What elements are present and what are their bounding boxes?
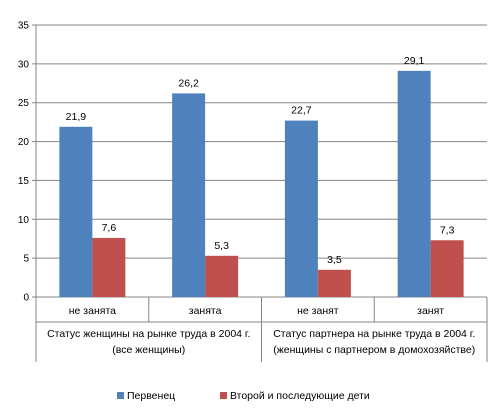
data-label: 7,6 [102, 222, 117, 234]
y-tick-label: 25 [18, 98, 30, 109]
y-tick-label: 20 [18, 137, 30, 148]
bar-subsequent-children [205, 255, 239, 297]
bar-first-child [397, 70, 431, 297]
bar-first-child [172, 93, 206, 297]
bar-first-child [59, 126, 93, 297]
group-label: (все женщины) [112, 344, 185, 356]
group-label: (женщины с партнером в домохозяйстве) [273, 344, 475, 356]
group-label: Статус женщины на рынке труда в 2004 г. [47, 328, 250, 340]
data-label: 26,2 [178, 77, 199, 89]
bar-first-child [284, 120, 318, 298]
bar-subsequent-children [430, 240, 464, 297]
y-tick-label: 0 [23, 293, 29, 304]
y-tick-label: 35 [18, 21, 30, 32]
category-label: занята [189, 305, 222, 317]
data-label: 7,3 [440, 224, 455, 236]
y-tick-label: 10 [18, 215, 30, 226]
legend-swatch [220, 392, 227, 399]
data-label: 5,3 [214, 240, 229, 252]
data-label: 3,5 [327, 254, 342, 266]
data-label: 22,7 [291, 105, 312, 117]
legend-label: Первенец [127, 390, 175, 402]
legend-swatch [117, 392, 124, 399]
group-label: Статус партнера на рынке труда в 2004 г. [273, 328, 475, 340]
data-label: 29,1 [404, 55, 425, 67]
y-tick-label: 30 [18, 59, 30, 70]
y-tick-label: 15 [18, 176, 30, 187]
category-label: занят [417, 305, 444, 317]
category-label: не занят [297, 305, 339, 317]
bar-subsequent-children [92, 237, 126, 297]
legend-label: Второй и последующие дети [230, 390, 370, 402]
y-tick-label: 5 [23, 254, 29, 265]
bar-subsequent-children [317, 269, 351, 297]
data-label: 21,9 [66, 111, 87, 123]
category-label: не занята [69, 305, 116, 317]
